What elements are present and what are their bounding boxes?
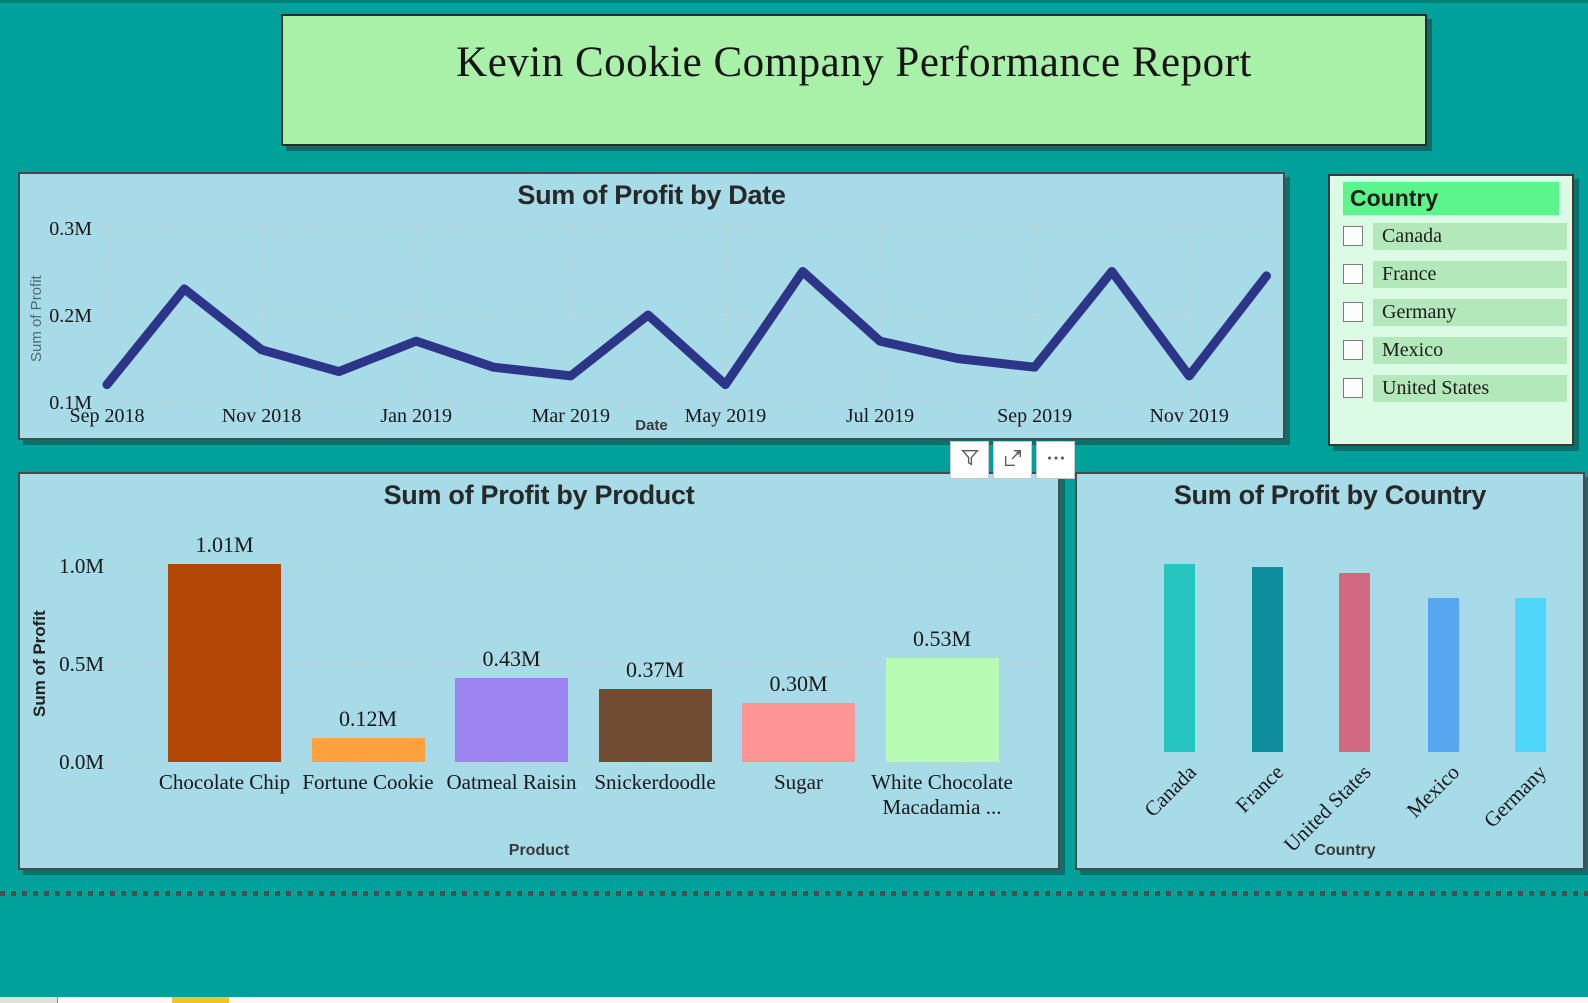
bar-canada[interactable] <box>1164 564 1195 752</box>
bar-data-label: 0.43M <box>482 645 541 671</box>
bar-data-label: 0.30M <box>769 671 828 697</box>
slicer-item-label: Mexico <box>1373 337 1567 364</box>
bar-white-chocolate-macadamia[interactable] <box>885 658 999 762</box>
line-chart-x-axis-title: Date <box>635 417 668 434</box>
checkbox-germany[interactable] <box>1343 302 1363 322</box>
bar-united-states[interactable] <box>1339 573 1370 752</box>
bar-data-label: 0.37M <box>625 657 685 683</box>
slicer-item-label: Canada <box>1373 223 1567 250</box>
y-tick-label: 1.0M <box>59 554 104 578</box>
category-label: Mexico <box>1402 760 1465 823</box>
bar-chart-profit-by-country[interactable]: Sum of Profit by Country Canada France Uni… <box>1075 472 1585 870</box>
slicer-item-canada[interactable]: Canada <box>1343 223 1567 251</box>
category-label: Snickerdoodle <box>594 770 716 794</box>
focus-mode-button[interactable] <box>993 441 1032 479</box>
report-title-banner: Kevin Cookie Company Performance Report <box>281 14 1427 146</box>
report-title: Kevin Cookie Company Performance Report <box>456 39 1252 86</box>
bar-oatmeal-raisin[interactable] <box>455 677 568 762</box>
taskbar-sliver-accent <box>172 997 229 1003</box>
filter-funnel-icon <box>959 447 981 474</box>
slicer-item-united-states[interactable]: United States <box>1343 375 1567 403</box>
country-chart-title: Sum of Profit by Country <box>1173 480 1487 510</box>
bar-data-label: 0.53M <box>912 626 972 652</box>
line-chart-profit-by-date[interactable]: Sep 2018 Nov 2018 Jan 2019 Mar 2019 May 2019… <box>18 172 1285 440</box>
category-label: Oatmeal Raisin <box>446 770 577 794</box>
x-tick-label: Sep 2019 <box>997 405 1072 427</box>
x-tick-label: Nov 2019 <box>1149 405 1228 427</box>
x-tick-label: Jan 2019 <box>380 405 452 427</box>
slicer-item-germany[interactable]: Germany <box>1343 299 1567 327</box>
bar-sugar[interactable] <box>742 703 855 762</box>
category-label: White Chocolate Macadamia ... <box>871 770 1013 819</box>
category-label: Germany <box>1479 760 1552 833</box>
taskbar-sliver-segment <box>0 997 58 1003</box>
category-label: France <box>1231 760 1289 818</box>
x-tick-label: May 2019 <box>685 405 767 427</box>
page-top-edge <box>0 0 1588 3</box>
more-options-icon <box>1045 447 1067 474</box>
y-tick-label: 0.1M <box>49 392 92 414</box>
bar-mexico[interactable] <box>1428 598 1459 752</box>
dotted-separator <box>0 891 1588 896</box>
line-chart-plot: Sep 2018 Nov 2018 Jan 2019 Mar 2019 May 2019… <box>49 218 1276 427</box>
bar-data-label: 1.01M <box>195 532 254 558</box>
y-tick-label: 0.0M <box>59 750 104 774</box>
bar-chart-profit-by-product[interactable]: Sum of Profit by Product Sum of Profit 0… <box>18 472 1060 870</box>
checkbox-united-states[interactable] <box>1343 378 1363 398</box>
slicer-item-label: France <box>1373 261 1567 288</box>
line-chart-y-axis-title: Sum of Profit <box>28 275 45 363</box>
product-chart-x-axis-title: Product <box>508 842 570 859</box>
slicer-item-france[interactable]: France <box>1343 261 1567 289</box>
bar-snickerdoodle[interactable] <box>598 689 712 762</box>
more-options-button[interactable] <box>1036 441 1075 479</box>
gridline-horizontal <box>108 566 1053 568</box>
x-tick-label: Mar 2019 <box>532 405 610 427</box>
filter-button[interactable] <box>950 441 989 479</box>
focus-mode-icon <box>1002 447 1024 474</box>
category-label: Fortune Cookie <box>302 770 434 794</box>
bar-germany[interactable] <box>1515 598 1546 752</box>
country-chart-x-axis-title: Country <box>1314 842 1376 859</box>
slicer-header: Country <box>1343 182 1559 215</box>
slicer-item-label: United States <box>1373 375 1567 402</box>
checkbox-mexico[interactable] <box>1343 340 1363 360</box>
checkbox-france[interactable] <box>1343 264 1363 284</box>
taskbar-sliver <box>0 997 1588 1003</box>
y-tick-label: 0.2M <box>49 305 92 327</box>
line-chart-title: Sum of Profit by Date <box>517 180 786 210</box>
slicer-item-label: Germany <box>1373 299 1567 326</box>
category-label: Canada <box>1138 760 1201 822</box>
gridline-horizontal <box>108 762 1053 764</box>
bar-chocolate-chip[interactable] <box>168 564 281 762</box>
y-tick-label: 0.3M <box>49 218 92 240</box>
checkbox-canada[interactable] <box>1343 226 1363 246</box>
bar-france[interactable] <box>1252 567 1283 752</box>
profit-line-series[interactable] <box>102 267 1271 390</box>
country-slicer[interactable]: Country Canada France Germany Mexico United … <box>1328 174 1574 446</box>
x-tick-label: Jul 2019 <box>846 405 914 427</box>
slicer-item-mexico[interactable]: Mexico <box>1343 337 1567 365</box>
category-label: Sugar <box>774 770 823 794</box>
bar-data-label: 0.12M <box>338 706 398 732</box>
x-tick-label: Nov 2018 <box>222 405 301 427</box>
visual-options-toolbar <box>950 441 1075 479</box>
bar-fortune-cookie[interactable] <box>311 738 425 762</box>
category-label: Chocolate Chip <box>158 770 291 794</box>
gridline-horizontal <box>108 664 1053 666</box>
x-tick-label: Sep 2018 <box>70 405 145 427</box>
y-tick-label: 0.5M <box>59 652 104 676</box>
product-chart-title: Sum of Profit by Product <box>383 480 695 510</box>
